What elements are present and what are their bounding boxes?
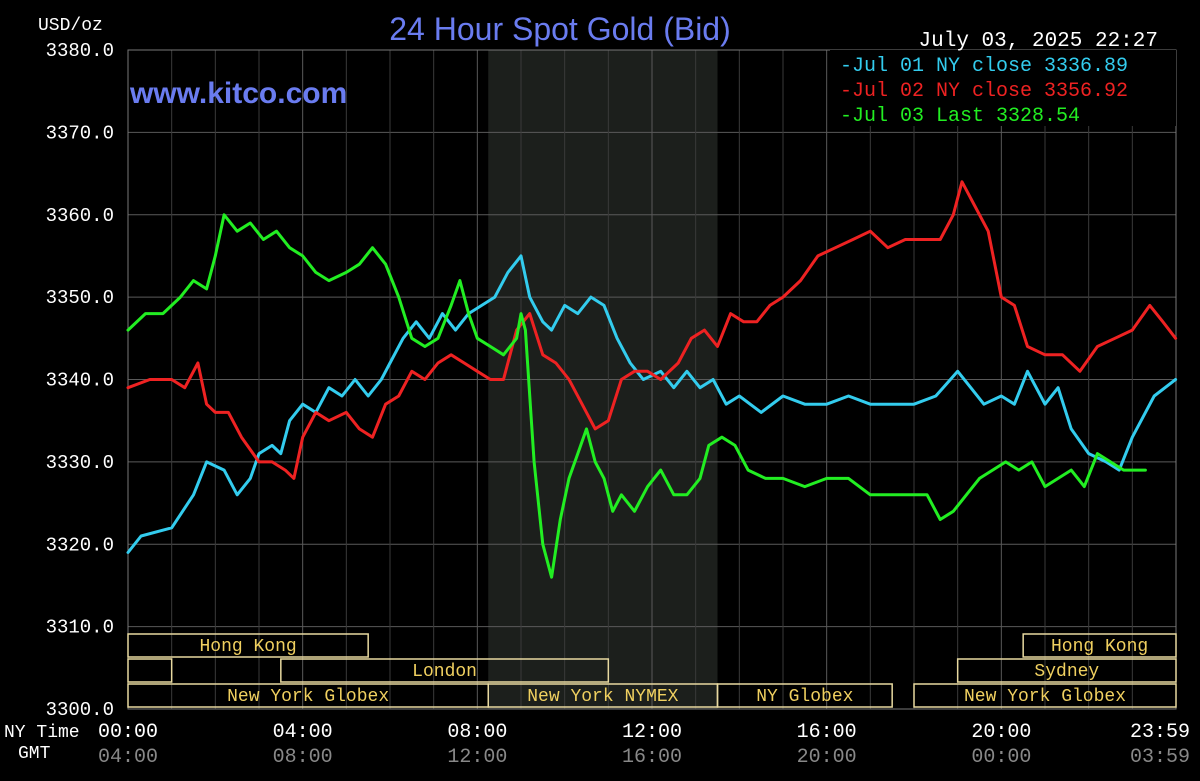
x-tick-label: 04:00 — [273, 721, 333, 744]
y-tick-label: 3350.0 — [46, 287, 114, 309]
x-tick-label: 12:00 — [622, 721, 682, 744]
series-line-2 — [126, 213, 1147, 579]
x-row-label-gmt: GMT — [18, 744, 51, 764]
series-line-1 — [126, 180, 1178, 480]
grid — [127, 49, 1177, 710]
x-row-label-ny-time: NY Time — [4, 723, 80, 743]
session-box — [127, 658, 173, 683]
session-label: Hong Kong — [199, 637, 296, 657]
x-tick-label: 20:00 — [797, 746, 857, 769]
x-tick-label: 16:00 — [622, 746, 682, 769]
y-tick-label: 3360.0 — [46, 205, 114, 227]
x-tick-labels: 00:00 04:00 08:00 12:00 16:00 20:00 23:5904:00… — [98, 721, 1190, 769]
price-series — [126, 180, 1178, 579]
y-tick-label: 3380.0 — [46, 40, 114, 62]
session-label: New York Globex — [227, 687, 389, 707]
y-tick-labels: 3380.0 3370.0 3360.0 3350.0 3340.0 3330.0 3320… — [46, 40, 114, 721]
legend: -Jul 01 NY close 3336.89-Jul 02 NY close… — [830, 50, 1176, 128]
session-box — [913, 683, 1177, 708]
y-tick-label: 3330.0 — [46, 452, 114, 474]
legend-entry: -Jul 01 NY close 3336.89 — [840, 55, 1128, 78]
timestamp: July 03, 2025 22:27 — [919, 30, 1158, 53]
session-label: New York NYMEX — [527, 687, 678, 707]
y-tick-label: 3300.0 — [46, 699, 114, 721]
x-tick-label: 00:00 — [98, 721, 158, 744]
x-tick-label: 03:59 — [1130, 746, 1190, 769]
y-tick-label: 3320.0 — [46, 534, 114, 556]
x-tick-label: 23:59 — [1130, 721, 1190, 744]
session-box — [127, 633, 369, 658]
session-bars: Hong Kong Hong Kong London Sydney New York G… — [127, 633, 1177, 708]
x-tick-label: 04:00 — [98, 746, 158, 769]
legend-entry: -Jul 03 Last 3328.54 — [840, 105, 1080, 128]
session-box — [1022, 633, 1177, 658]
y-tick-label: 3310.0 — [46, 617, 114, 639]
session-label: New York Globex — [964, 687, 1126, 707]
session-box — [716, 683, 893, 708]
chart-title: 24 Hour Spot Gold (Bid) — [389, 11, 731, 47]
legend-entry: -Jul 02 NY close 3356.92 — [840, 80, 1128, 103]
y-tick-label: 3340.0 — [46, 370, 114, 392]
x-tick-label: 00:00 — [971, 746, 1031, 769]
x-tick-label: 16:00 — [797, 721, 857, 744]
series-line-0 — [126, 254, 1178, 554]
session-label: Hong Kong — [1051, 637, 1148, 657]
session-label: NY Globex — [756, 687, 853, 707]
session-box — [956, 658, 1177, 683]
session-label: Sydney — [1034, 662, 1099, 682]
legend-box — [830, 50, 1176, 126]
y-tick-label: 3370.0 — [46, 122, 114, 144]
session-box — [280, 658, 610, 683]
y-axis-label: USD/oz — [38, 16, 103, 36]
x-tick-label: 20:00 — [971, 721, 1031, 744]
session-label: London — [412, 662, 477, 682]
x-tick-label: 12:00 — [447, 746, 507, 769]
x-tick-label: 08:00 — [447, 721, 507, 744]
watermark: www.kitco.com — [129, 77, 347, 110]
x-tick-label: 08:00 — [273, 746, 333, 769]
